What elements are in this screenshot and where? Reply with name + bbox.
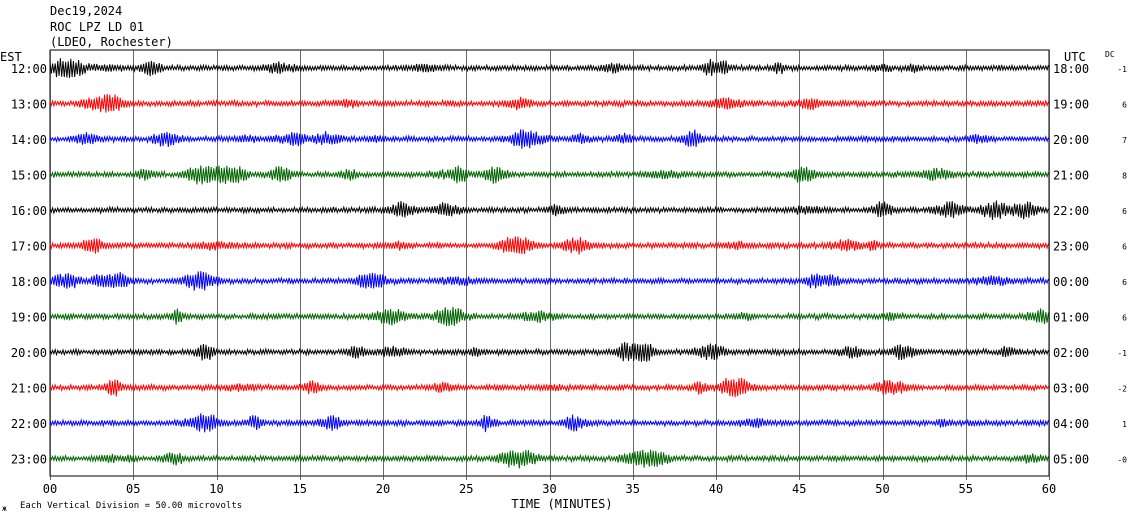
x-tick-label: 45 <box>792 482 806 496</box>
dc-offset-label: 7 <box>1122 136 1127 145</box>
x-tick-label: 10 <box>209 482 223 496</box>
dc-offset-label: 6 <box>1122 314 1127 323</box>
seismic-trace <box>49 271 1049 291</box>
dc-column-label: DC <box>1105 50 1115 59</box>
chart-date: Dec19,2024 <box>50 4 123 18</box>
est-zone-label: EST <box>0 50 22 64</box>
utc-hour-label: 21:00 <box>1053 169 1089 183</box>
est-hour-label: 23:00 <box>11 453 47 467</box>
utc-hour-label: 18:00 <box>1053 62 1089 76</box>
x-tick-label: 00 <box>43 482 57 496</box>
seismic-trace <box>49 129 1049 149</box>
chart-network: (LDEO, Rochester) <box>50 35 173 49</box>
dc-offset-label: -2 <box>1117 385 1127 394</box>
seismic-trace <box>49 449 1049 469</box>
est-hour-label: 13:00 <box>11 98 47 112</box>
est-hour-label: 20:00 <box>11 346 47 360</box>
plot-frame <box>49 49 1050 477</box>
plot-grid <box>49 49 1050 480</box>
x-tick-label: 30 <box>542 482 556 496</box>
seismic-trace <box>49 377 1049 398</box>
seismic-trace <box>49 306 1049 327</box>
utc-hour-label: 23:00 <box>1053 240 1089 254</box>
x-tick-label: 15 <box>293 482 307 496</box>
trace-layer <box>49 58 1049 469</box>
dc-offset-label: -1 <box>1117 65 1127 74</box>
dc-offset-label: 1 <box>1122 420 1127 429</box>
dc-offset-label: 6 <box>1122 207 1127 216</box>
dc-offset-label: 6 <box>1122 243 1127 252</box>
seismic-trace <box>49 58 1049 78</box>
corner-mark: ж <box>2 504 7 513</box>
x-tick-label: 25 <box>459 482 473 496</box>
dc-offset-label: 6 <box>1122 101 1127 110</box>
utc-hour-label: 04:00 <box>1053 417 1089 431</box>
x-tick-label: 35 <box>626 482 640 496</box>
x-tick-label: 20 <box>376 482 390 496</box>
seismic-trace <box>49 93 1049 113</box>
chart-station: ROC LPZ LD 01 <box>50 20 144 34</box>
scale-note: Each Vertical Division = 50.00 microvolt… <box>20 501 242 511</box>
x-tick-label: 55 <box>959 482 973 496</box>
label-layer: EST UTC DC TIME (MINUTES) Each Vertical … <box>0 50 1127 513</box>
utc-zone-label: UTC <box>1064 50 1086 64</box>
est-hour-label: 21:00 <box>11 382 47 396</box>
x-tick-label: 05 <box>126 482 140 496</box>
utc-hour-label: 05:00 <box>1053 453 1089 467</box>
est-hour-label: 22:00 <box>11 417 47 431</box>
seismic-trace <box>49 342 1049 362</box>
est-hour-label: 12:00 <box>11 62 47 76</box>
utc-hour-label: 20:00 <box>1053 133 1089 147</box>
est-hour-label: 18:00 <box>11 275 47 289</box>
seismic-trace <box>49 236 1049 255</box>
seismic-trace <box>49 165 1049 185</box>
dc-offset-label: -0 <box>1117 456 1127 465</box>
est-hour-label: 14:00 <box>11 133 47 147</box>
seismic-trace <box>49 413 1049 433</box>
dc-offset-label: 6 <box>1122 278 1127 287</box>
seismic-trace <box>49 200 1049 220</box>
est-hour-label: 17:00 <box>11 240 47 254</box>
est-hour-label: 16:00 <box>11 204 47 218</box>
x-tick-label: 60 <box>1042 482 1056 496</box>
x-axis-label: TIME (MINUTES) <box>511 497 612 511</box>
utc-hour-label: 01:00 <box>1053 311 1089 325</box>
x-tick-label: 40 <box>709 482 723 496</box>
est-hour-label: 15:00 <box>11 169 47 183</box>
est-hour-label: 19:00 <box>11 311 47 325</box>
utc-hour-label: 19:00 <box>1053 98 1089 112</box>
utc-hour-label: 03:00 <box>1053 382 1089 396</box>
x-tick-label: 50 <box>875 482 889 496</box>
dc-offset-label: 8 <box>1122 172 1127 181</box>
utc-hour-label: 00:00 <box>1053 275 1089 289</box>
utc-hour-label: 22:00 <box>1053 204 1089 218</box>
utc-hour-label: 02:00 <box>1053 346 1089 360</box>
dc-offset-label: -1 <box>1117 349 1127 358</box>
